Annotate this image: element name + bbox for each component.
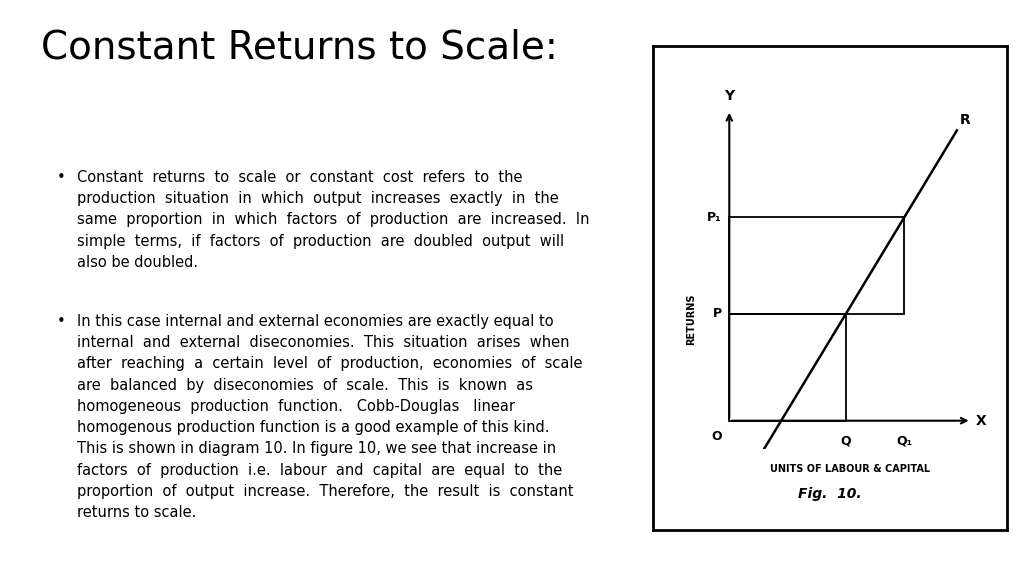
Text: RETURNS: RETURNS <box>686 293 696 344</box>
Bar <box>729 313 846 420</box>
Text: P: P <box>713 307 722 320</box>
Bar <box>729 217 904 313</box>
Text: Q₁: Q₁ <box>896 435 912 448</box>
Text: R: R <box>959 113 971 127</box>
Text: In this case internal and external economies are exactly equal to
internal  and : In this case internal and external econo… <box>77 314 583 520</box>
Text: Y: Y <box>724 89 734 103</box>
Text: Constant Returns to Scale:: Constant Returns to Scale: <box>41 29 558 67</box>
Text: Fig.  10.: Fig. 10. <box>798 487 862 501</box>
Text: UNITS OF LABOUR & CAPITAL: UNITS OF LABOUR & CAPITAL <box>770 464 931 473</box>
Text: O: O <box>712 430 722 442</box>
Text: •: • <box>56 314 66 329</box>
Text: P₁: P₁ <box>708 211 722 223</box>
Text: Constant  returns  to  scale  or  constant  cost  refers  to  the
production  si: Constant returns to scale or constant co… <box>77 170 589 270</box>
Text: X: X <box>976 414 987 428</box>
Text: Q: Q <box>841 435 851 448</box>
Text: •: • <box>56 170 66 185</box>
